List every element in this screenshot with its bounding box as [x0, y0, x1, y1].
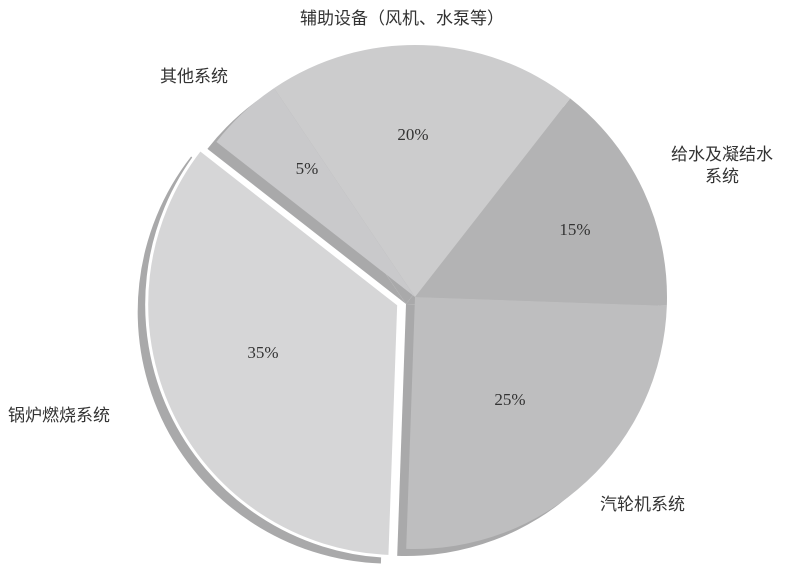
label-line: 锅炉燃烧系统 — [8, 406, 110, 426]
pie-slice — [216, 88, 415, 297]
label-line: 辅助设备（风机、水泵等） — [300, 9, 504, 29]
label-line: 汽轮机系统 — [600, 495, 685, 515]
slice-value-label: 35% — [247, 343, 278, 362]
slice-value-label: 25% — [494, 390, 525, 409]
pie-slice — [406, 297, 667, 549]
slice-category-label: 汽轮机系统 — [600, 494, 685, 516]
pie-slice — [274, 45, 571, 298]
pie-slice — [145, 147, 401, 559]
slice-value-label: 20% — [397, 125, 428, 144]
slice-category-label: 给水及凝结水 系统 — [671, 144, 773, 188]
slice-value-label: 5% — [296, 159, 319, 178]
slice-category-label: 其他系统 — [160, 66, 228, 88]
label-line: 给水及凝结水 — [671, 145, 773, 165]
label-line: 其他系统 — [160, 67, 228, 87]
slice-value-label: 15% — [559, 220, 590, 239]
slice-category-label: 辅助设备（风机、水泵等） — [300, 8, 504, 30]
label-line: 系统 — [705, 167, 739, 187]
slice-category-label: 锅炉燃烧系统 — [8, 405, 110, 427]
pie-slice — [415, 98, 667, 306]
